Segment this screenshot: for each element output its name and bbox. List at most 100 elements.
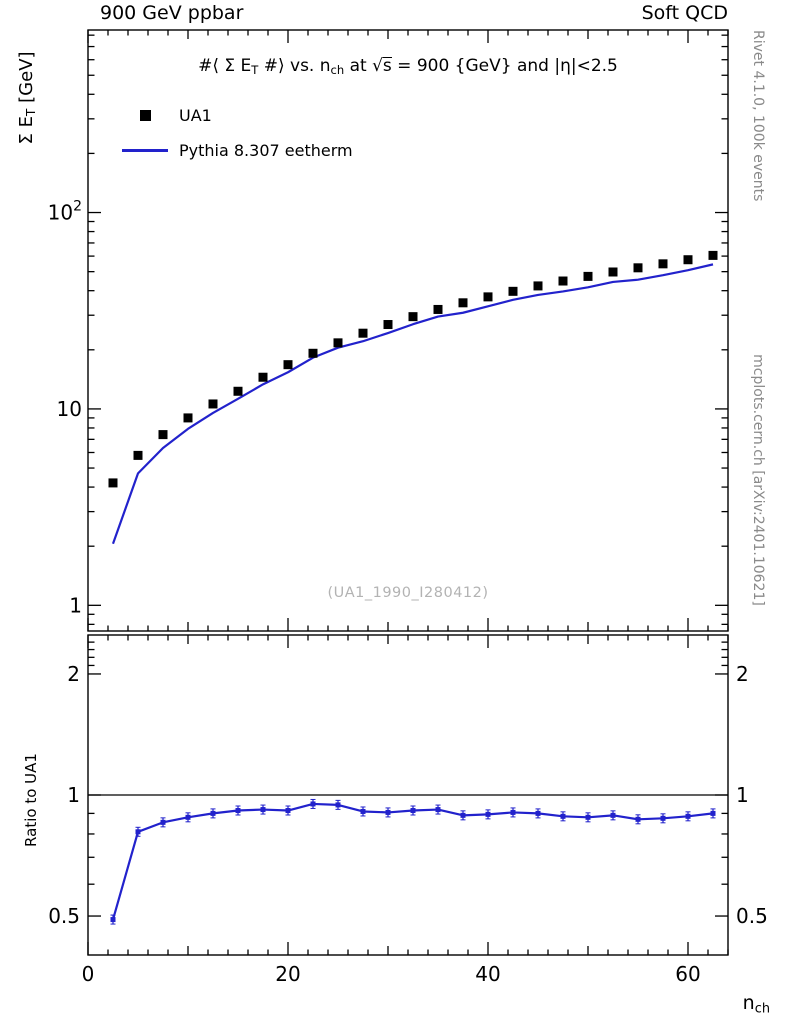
label-segment: [GeV]: [16, 51, 37, 109]
axis-ticks: [87, 30, 729, 955]
y-axis-label-main: Σ ET [GeV]: [16, 18, 38, 178]
ua1-point: [558, 276, 568, 286]
ratio-point: [560, 813, 566, 819]
ratio-point: [410, 808, 416, 814]
ua1-point: [408, 312, 418, 322]
label-segment: at √: [344, 56, 383, 76]
ua1-point: [433, 304, 443, 314]
ua1-point: [358, 328, 368, 338]
ua1-point: [533, 281, 543, 291]
legend-item-pythia: Pythia 8.307 eetherm: [118, 133, 353, 168]
ratio-point: [635, 816, 641, 822]
side-note-mcplots: mcplots.cern.ch [arXiv:2401.10621]: [750, 354, 766, 606]
ratio-point: [435, 807, 441, 813]
main-panel-frame: [87, 29, 729, 632]
label-segment: T: [24, 108, 39, 117]
legend-label-pythia: Pythia 8.307 eetherm: [179, 141, 353, 160]
ratio-point: [235, 808, 241, 814]
ratio-point: [160, 819, 166, 825]
analysis-watermark: (UA1_1990_I280412): [327, 585, 489, 601]
ratio-point: [110, 917, 116, 923]
ratio-point: [385, 809, 391, 815]
ua1-point: [608, 267, 618, 277]
label-segment: Σ E: [16, 116, 37, 145]
ua1-point: [683, 255, 693, 265]
legend-icon-cell: [118, 149, 172, 152]
tick-label: 40: [475, 962, 500, 986]
tick-label: 0.5: [736, 904, 768, 928]
ratio-point: [210, 810, 216, 816]
ratio-point: [360, 808, 366, 814]
legend-icon-cell: [118, 110, 172, 121]
ratio-point: [135, 829, 141, 835]
ua1-data-points: [108, 250, 718, 488]
label-segment: T: [251, 63, 259, 78]
ratio-curve: [110, 798, 716, 925]
ua1-point: [508, 286, 518, 296]
tick-label: 20: [275, 962, 300, 986]
pythia-line-icon: [122, 149, 168, 152]
label-segment: = 900 {GeV} and |η|<2.5: [391, 56, 618, 76]
ua1-point: [258, 372, 268, 382]
header-group-label: Soft QCD: [641, 2, 728, 24]
ua1-point: [283, 360, 293, 370]
ratio-point: [710, 810, 716, 816]
legend-label-ua1: UA1: [179, 106, 212, 125]
ratio-point: [460, 812, 466, 818]
ua1-point: [708, 250, 718, 260]
ratio-panel-frame: [87, 634, 729, 956]
ua1-square-marker-icon: [139, 110, 151, 121]
tick-label: 102: [48, 199, 82, 225]
x-axis-label: nch: [610, 992, 770, 1016]
ua1-point: [483, 292, 493, 302]
tick-labels: 0 20 40 60 1 10 102 0.5 0.5 1 1 2 2: [48, 199, 768, 986]
ua1-point: [333, 338, 343, 348]
ua1-point: [633, 263, 643, 273]
ua1-point: [208, 399, 218, 409]
legend: UA1 Pythia 8.307 eetherm: [118, 98, 353, 168]
ratio-point: [310, 801, 316, 807]
ua1-point: [658, 259, 668, 269]
tick-label: 2: [736, 662, 749, 686]
ratio-point: [585, 814, 591, 820]
ua1-point: [108, 478, 118, 488]
plot-title: #⟨ Σ ET #⟩ vs. nch at √s = 900 {GeV} and…: [88, 56, 728, 77]
ratio-point: [485, 811, 491, 817]
ua1-point: [458, 298, 468, 308]
pythia-curve: [111, 263, 714, 545]
ratio-point: [285, 808, 291, 814]
plot-data: [88, 250, 728, 925]
label-segment: ch: [754, 1001, 770, 1017]
tick-label: 2: [67, 662, 80, 686]
ratio-point: [260, 807, 266, 813]
y-axis-label-ratio: Ratio to UA1: [22, 753, 40, 847]
ratio-point: [660, 815, 666, 821]
tick-label: 1: [67, 783, 80, 807]
ratio-point: [685, 813, 691, 819]
tick-label: 1: [736, 783, 749, 807]
tick-label: 60: [675, 962, 700, 986]
ua1-point: [133, 450, 143, 460]
legend-item-ua1: UA1: [118, 98, 353, 133]
label-segment: #⟩ vs. n: [258, 56, 331, 76]
label-segment: s: [382, 56, 392, 76]
header-beam-label: 900 GeV ppbar: [100, 2, 244, 24]
tick-label: 1: [69, 593, 82, 617]
label-segment: #⟨ Σ E: [198, 56, 252, 76]
ua1-point: [583, 271, 593, 281]
ratio-point: [510, 809, 516, 815]
panel-frames: [87, 29, 729, 956]
ua1-point: [383, 320, 393, 330]
ratio-point: [535, 810, 541, 816]
tick-label: 0: [82, 962, 95, 986]
side-note-rivet-version: Rivet 4.1.0, 100k events: [750, 30, 766, 202]
ua1-point: [183, 413, 193, 423]
ua1-point: [233, 386, 243, 396]
ratio-point: [185, 814, 191, 820]
tick-label: 10: [57, 397, 82, 421]
tick-label: 0.5: [48, 904, 80, 928]
ratio-point: [610, 812, 616, 818]
ratio-point: [335, 802, 341, 808]
